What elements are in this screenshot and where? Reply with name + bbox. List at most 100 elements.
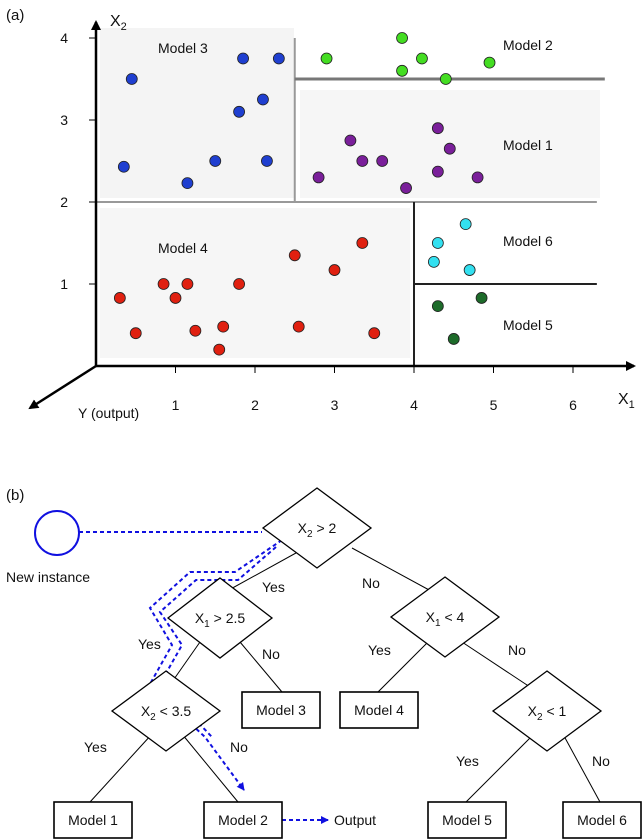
- data-point-model-4: [356, 237, 369, 249]
- region-label-model-4: Model 4: [158, 240, 208, 256]
- leaf-model-5-box: [427, 801, 507, 839]
- data-point-model-3: [125, 73, 138, 85]
- data-point-model-4: [129, 327, 142, 340]
- edge-label-left-m3: No: [262, 646, 280, 662]
- panel-b-label: (b): [6, 487, 24, 504]
- data-point-model-1: [400, 182, 412, 194]
- leaf-model-5: Model 5: [427, 801, 507, 839]
- x-tick-label: 2: [251, 397, 259, 413]
- data-point-model-3: [237, 52, 249, 65]
- leaf-model-6-label: Model 6: [577, 812, 627, 828]
- edge-label-root-left: Yes: [262, 579, 285, 595]
- edge-left-ll: [171, 641, 201, 683]
- panel-a-label: (a): [6, 7, 24, 24]
- data-point-model-3: [272, 52, 285, 65]
- x-tick-label: 4: [410, 397, 418, 413]
- edge-label-right-rr: No: [508, 642, 526, 658]
- region-label-model-2: Model 2: [503, 37, 553, 53]
- x-tick-label: 1: [172, 397, 180, 413]
- data-point-model-6: [463, 264, 476, 276]
- leaf-model-5-label: Model 5: [442, 812, 492, 828]
- data-point-model-1: [376, 155, 389, 167]
- data-point-model-1: [356, 155, 369, 167]
- node-rr-text: X2 < 1: [528, 703, 567, 723]
- node-rr-diamond: [491, 670, 603, 752]
- leaf-model-3-label: Model 3: [256, 702, 306, 718]
- data-point-model-4: [292, 320, 305, 333]
- node-ll-text: X2 < 3.5: [141, 703, 192, 723]
- new-instance-circle: [34, 510, 80, 556]
- data-point-model-4: [233, 278, 246, 290]
- region-label-model-1: Model 1: [503, 137, 553, 153]
- data-point-model-2: [439, 73, 452, 85]
- node-ll-diamond: [110, 670, 222, 752]
- data-point-model-2: [483, 56, 496, 69]
- edge-left-m3: [239, 641, 283, 693]
- data-point-model-1: [312, 171, 325, 184]
- edge-right-rr: [461, 641, 531, 688]
- leaf-model-4-label: Model 4: [354, 702, 404, 718]
- data-point-model-1: [471, 171, 484, 184]
- data-point-model-4: [217, 320, 230, 333]
- data-point-model-6: [459, 218, 472, 231]
- edge-ll-m2: [181, 733, 239, 803]
- edge-label-rr-m6: No: [592, 753, 610, 769]
- data-point-model-2: [416, 52, 428, 65]
- data-point-model-4: [181, 278, 194, 290]
- edge-ll-m1: [89, 733, 153, 803]
- node-rr: X2 < 1: [491, 670, 603, 752]
- region-bg-left: [100, 28, 294, 198]
- x-tick-label: 3: [331, 397, 339, 413]
- path-inner: [158, 546, 277, 738]
- data-point-model-4: [368, 327, 381, 340]
- data-point-model-3: [257, 93, 269, 106]
- node-left-text: X1 > 2.5: [195, 610, 246, 630]
- node-right: X1 < 4: [389, 576, 501, 658]
- edge-label-ll-m2: No: [230, 739, 248, 755]
- data-point-model-1: [431, 122, 444, 135]
- data-point-model-2: [396, 64, 408, 77]
- leaf-model-4: Model 4: [339, 691, 419, 729]
- data-point-model-3: [209, 155, 222, 167]
- leaf-model-6: Model 6: [562, 801, 642, 839]
- data-point-model-5: [475, 292, 488, 304]
- data-point-model-2: [320, 52, 333, 65]
- path-root-to-m2: [148, 539, 283, 791]
- decision-path: [79, 531, 329, 824]
- node-left: X1 > 2.5: [166, 577, 274, 659]
- edge-label-left-ll: Yes: [138, 636, 161, 652]
- node-left-diamond: [166, 577, 274, 659]
- edge-label-ll-m1: Yes: [84, 739, 107, 755]
- z-axis-line: [28, 364, 97, 410]
- leaf-model-2-label: Model 2: [218, 812, 268, 828]
- axis-ticks: 1 2 3 4 5 6 1 2 3 4: [60, 30, 577, 413]
- node-right-text: X1 < 4: [426, 609, 465, 629]
- x-tick-label: 5: [490, 397, 498, 413]
- leaf-model-2-box: [203, 801, 283, 839]
- z-axis-label: Y (output): [78, 405, 139, 421]
- data-point-model-4: [328, 264, 341, 276]
- y-axis-label: X2: [110, 13, 127, 33]
- leaf-model-6-box: [562, 801, 642, 839]
- y-tick-label: 2: [60, 194, 68, 210]
- y-tick-label: 4: [60, 30, 68, 46]
- data-point-model-3: [261, 155, 273, 167]
- data-point-model-5: [447, 333, 460, 345]
- output-label: Output: [334, 812, 376, 828]
- data-point-model-3: [117, 160, 130, 173]
- data-point-model-1: [443, 142, 456, 155]
- node-right-diamond: [389, 576, 501, 658]
- region-label-model-3: Model 3: [158, 40, 208, 56]
- edge-rr-m6: [563, 735, 601, 803]
- y-tick-label: 1: [60, 276, 68, 292]
- panel-b: (b) New instance X2 > 2: [6, 487, 642, 839]
- new-instance-label: New instance: [6, 569, 90, 585]
- leaf-model-4-box: [339, 691, 419, 729]
- node-root: X2 > 2: [261, 487, 373, 569]
- data-point-model-3: [233, 105, 246, 118]
- data-point-model-4: [213, 343, 226, 356]
- y-tick-label: 3: [60, 112, 68, 128]
- data-point-model-6: [431, 237, 444, 249]
